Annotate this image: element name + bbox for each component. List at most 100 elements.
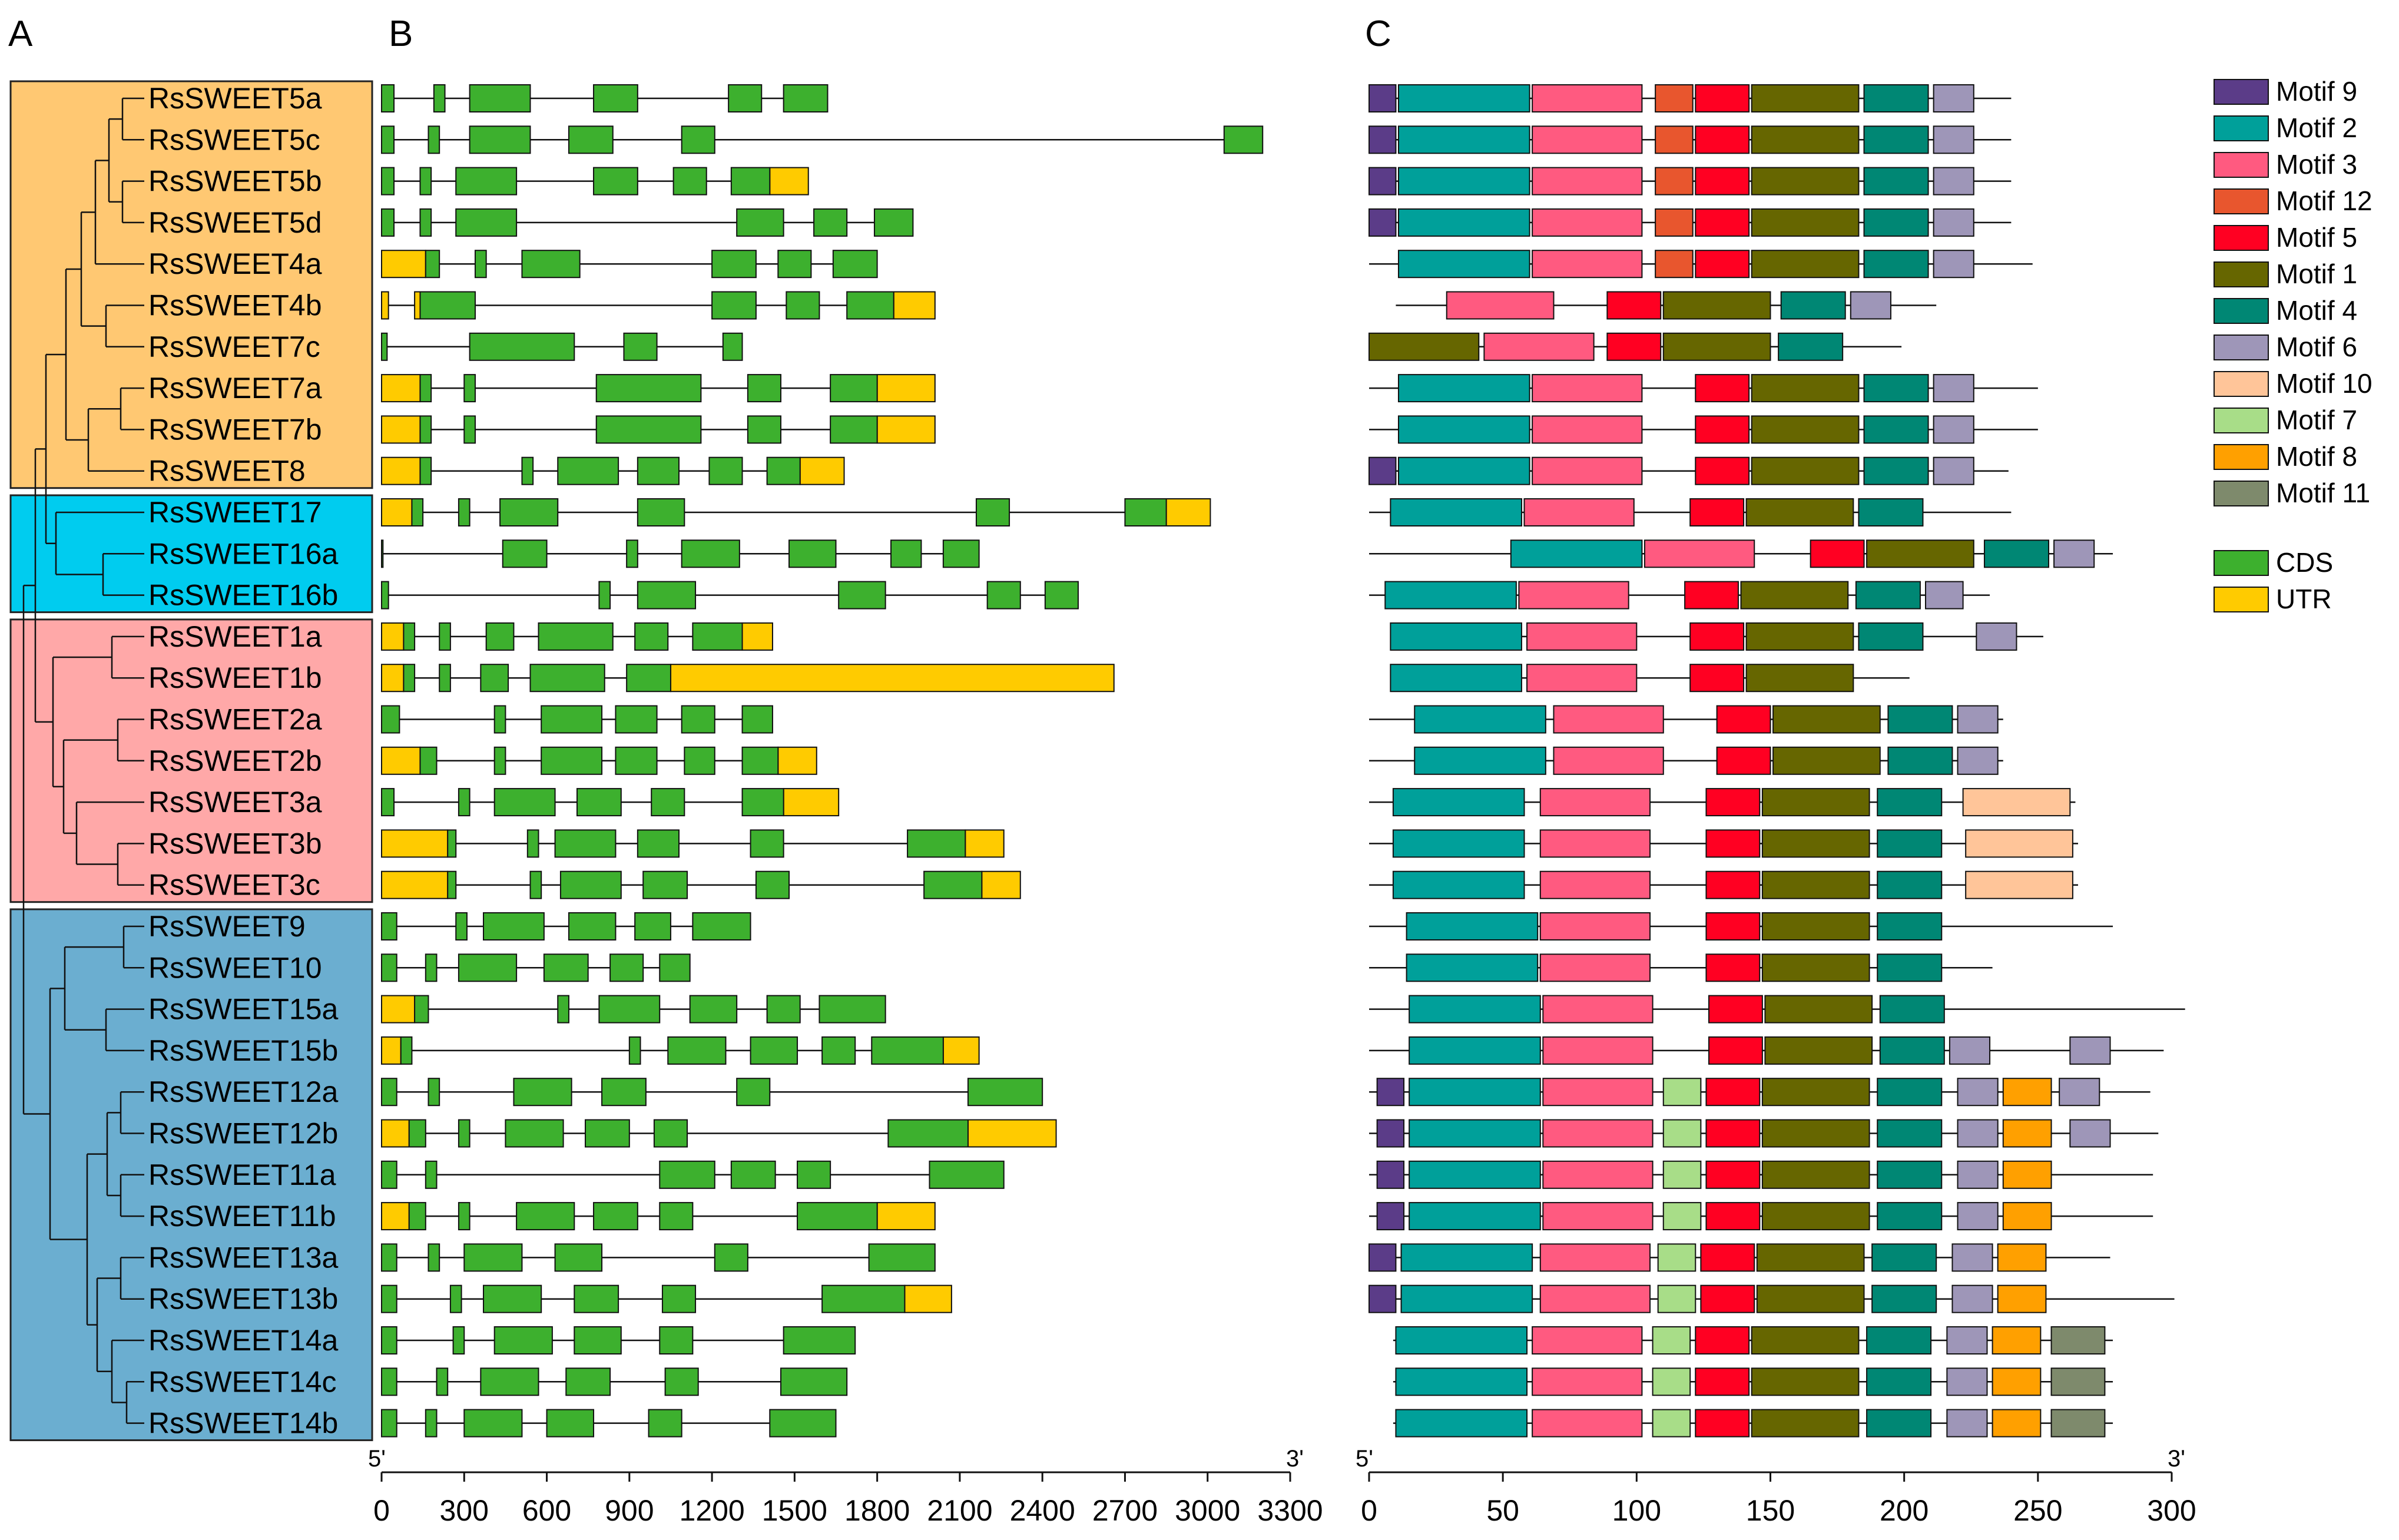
gene-label: RsSWEET12b (148, 1117, 338, 1150)
cds-box (741, 705, 773, 734)
motif-2-box (1397, 125, 1530, 154)
cds-box (659, 1202, 694, 1231)
utr-box (381, 664, 405, 693)
cds-box (598, 581, 611, 610)
motif-6-box (1850, 291, 1891, 320)
cds-box (728, 84, 763, 112)
cds-box (736, 208, 784, 237)
motif-3-box (1532, 208, 1643, 237)
motif-2-box (1392, 788, 1525, 817)
cds-box (419, 208, 432, 237)
gene-label: RsSWEET5d (148, 206, 322, 239)
legend-label-motif-6: Motif 6 (2276, 332, 2357, 362)
cds-box (830, 415, 878, 444)
gene-label: RsSWEET2a (148, 703, 322, 736)
motif-4-box (1780, 291, 1846, 320)
motif-4-box (1871, 1243, 1937, 1272)
motif-1-box (1761, 1202, 1870, 1231)
phylogenetic-tree (22, 97, 144, 1424)
motif-3-box (1483, 332, 1595, 361)
cds-box (381, 125, 395, 154)
motif-3-box (1518, 581, 1629, 610)
cds-box (463, 374, 476, 403)
motif-6-box (1976, 622, 2017, 651)
clade-box-4 (9, 908, 373, 1442)
legend-swatch-motif-5 (2214, 225, 2269, 251)
motif-12-box (1655, 84, 1694, 112)
motif-1-box (1756, 1284, 1865, 1313)
cds-box (651, 788, 685, 817)
motif-3-box (1532, 250, 1643, 279)
utr-box (981, 870, 1021, 899)
utr-box (381, 1036, 402, 1065)
cds-box (455, 167, 518, 196)
cds-box (821, 1284, 906, 1313)
motif-3-box (1643, 539, 1755, 568)
motif-3-box (1532, 1409, 1643, 1438)
motif-1-box (1756, 1243, 1865, 1272)
cds-box (923, 870, 983, 899)
cds-box (626, 664, 671, 693)
cds-box (516, 1202, 575, 1231)
cds-box (692, 622, 743, 651)
motif-1-box (1751, 456, 1860, 485)
cds-box (439, 664, 451, 693)
motif-3-box (1523, 498, 1635, 526)
cds-box (499, 498, 559, 526)
panel-c-label: C (1365, 14, 1391, 54)
motif-5-box (1684, 581, 1739, 610)
cds-box (419, 746, 438, 775)
motif-3-box (1542, 1202, 1654, 1231)
cds-box (783, 1326, 856, 1354)
cds-box (493, 746, 506, 775)
motif-4-box (1887, 746, 1953, 775)
cds-box (568, 125, 614, 154)
motif-9-box (1376, 1078, 1405, 1107)
cds-box (708, 456, 743, 485)
motif-5-box (1695, 1326, 1750, 1354)
utr-box (777, 746, 817, 775)
cds-box (425, 953, 438, 982)
motif-10-box (1962, 788, 2071, 817)
cds-box (428, 1243, 440, 1272)
motif-6-box (1951, 1284, 1993, 1313)
gene-label: RsSWEET16a (148, 537, 339, 570)
motif-3-box (1542, 1078, 1654, 1107)
cds-box (681, 705, 715, 734)
motif-2-box (1409, 1160, 1541, 1189)
gene-label: RsSWEET13b (148, 1283, 338, 1316)
motif-3-box (1532, 456, 1643, 485)
motif-6-box (1933, 415, 1974, 444)
utr-box (381, 829, 449, 858)
motif-1-box (1740, 581, 1849, 610)
utr-box (1165, 498, 1211, 526)
gene-label: RsSWEET17 (148, 496, 322, 529)
cds-box (576, 788, 622, 817)
motif-2-box (1397, 456, 1530, 485)
motif-6-box (1957, 1160, 1999, 1189)
motif-axis-end-label: 3' (2168, 1446, 2185, 1472)
motif-5-box (1606, 332, 1662, 361)
motif-axis-start-label: 5' (1356, 1446, 1373, 1472)
cds-box (755, 870, 790, 899)
motif-4-box (1863, 374, 1929, 403)
motif-6-box (1957, 705, 1999, 734)
motif-3-box (1539, 953, 1651, 982)
cds-box (463, 415, 476, 444)
motif-2-box (1409, 995, 1541, 1024)
motif-3-box (1526, 622, 1638, 651)
legend-swatch-cds (2214, 550, 2269, 576)
motif-axis-tick-label: 100 (1612, 1494, 1661, 1527)
legend-label-motif-9: Motif 9 (2276, 76, 2357, 107)
utr-box (670, 664, 1115, 693)
motif-1-box (1751, 374, 1860, 403)
gene-axis-tick-label: 1800 (844, 1494, 910, 1527)
motif-6-box (1933, 208, 1974, 237)
motif-2-box (1414, 746, 1546, 775)
gene-label: RsSWEET3a (148, 786, 322, 819)
motif-5-box (1716, 746, 1771, 775)
motif-5-box (1705, 870, 1761, 899)
gene-label: RsSWEET15a (148, 993, 339, 1026)
cds-box (601, 1078, 647, 1107)
motif-3-box (1532, 125, 1643, 154)
